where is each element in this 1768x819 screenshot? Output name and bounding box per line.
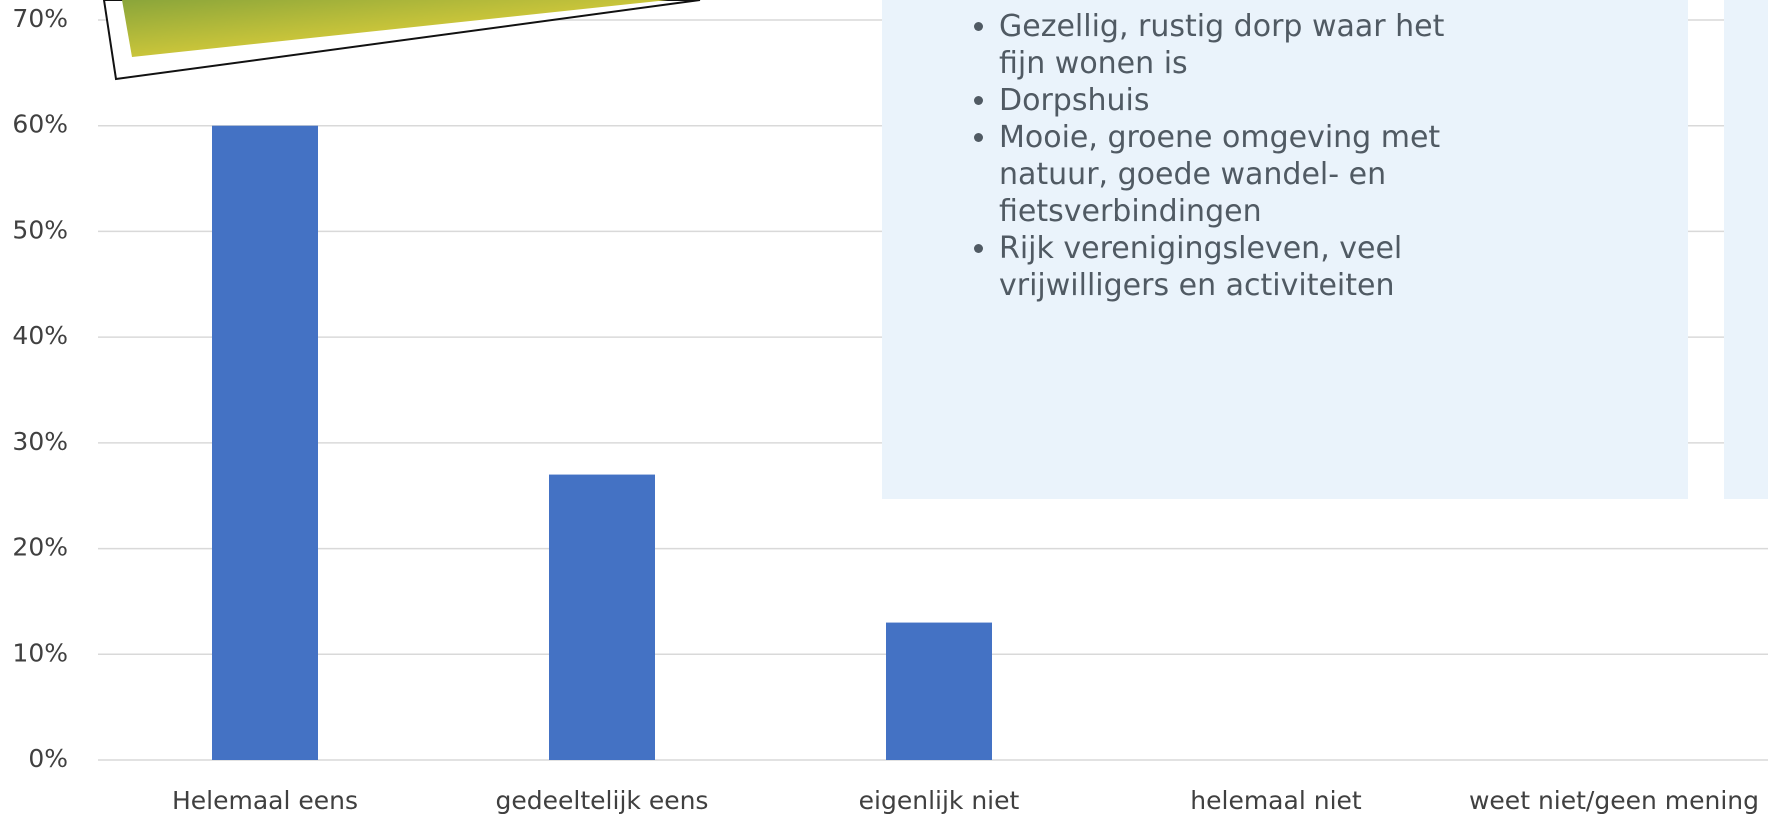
bar (886, 622, 992, 760)
y-tick-label: 60% (12, 110, 68, 139)
bullet-item: Gezellig, rustig dorp waar het fijn wone… (999, 8, 1499, 82)
y-tick-label: 0% (28, 744, 68, 773)
photo (102, 0, 701, 81)
bar (549, 474, 655, 760)
y-tick-label: 20% (12, 533, 68, 562)
x-tick-label: eigenlijk niet (859, 786, 1020, 815)
bar (212, 125, 318, 760)
x-tick-label: helemaal niet (1190, 786, 1362, 815)
bullet-item: Dorpshuis (999, 82, 1499, 119)
y-tick-label: 30% (12, 427, 68, 456)
x-tick-label: weet niet/geen mening (1469, 786, 1759, 815)
x-tick-label: gedeeltelijk eens (496, 786, 709, 815)
y-tick-label: 50% (12, 215, 68, 244)
y-tick-label: 10% (12, 638, 68, 667)
side-panel (1724, 0, 1768, 499)
bullet-item: Mooie, groene omgeving met natuur, goede… (999, 119, 1499, 230)
x-tick-label: Helemaal eens (172, 786, 358, 815)
photo-image (122, 0, 668, 57)
info-panel: Gezellig, rustig dorp waar het fijn wone… (882, 0, 1688, 499)
bullet-list: Gezellig, rustig dorp waar het fijn wone… (882, 8, 1499, 304)
bullet-item: Rijk verenigingsleven, veel vrijwilliger… (999, 230, 1499, 304)
y-tick-label: 40% (12, 321, 68, 350)
y-tick-label: 70% (12, 4, 68, 33)
